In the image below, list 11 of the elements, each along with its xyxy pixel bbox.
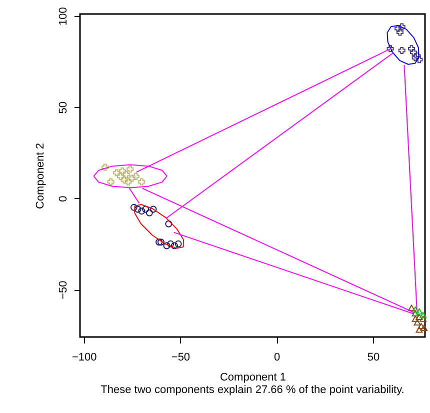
x-axis-title: Component 1 (220, 372, 286, 384)
x-tick-label: 0 (274, 352, 280, 364)
y-tick-label: 50 (58, 101, 70, 114)
y-axis-title: Component 2 (34, 142, 46, 210)
y-tick-label: −50 (58, 280, 70, 300)
y-tick-label: 0 (58, 196, 70, 202)
x-tick-label: 50 (367, 352, 380, 364)
text: These two components explain 27.66 % of the point variability. (100, 384, 404, 396)
x-tick-label: −100 (72, 352, 97, 364)
y-tick-label: 100 (58, 7, 70, 26)
x-tick-label: −50 (171, 352, 190, 364)
